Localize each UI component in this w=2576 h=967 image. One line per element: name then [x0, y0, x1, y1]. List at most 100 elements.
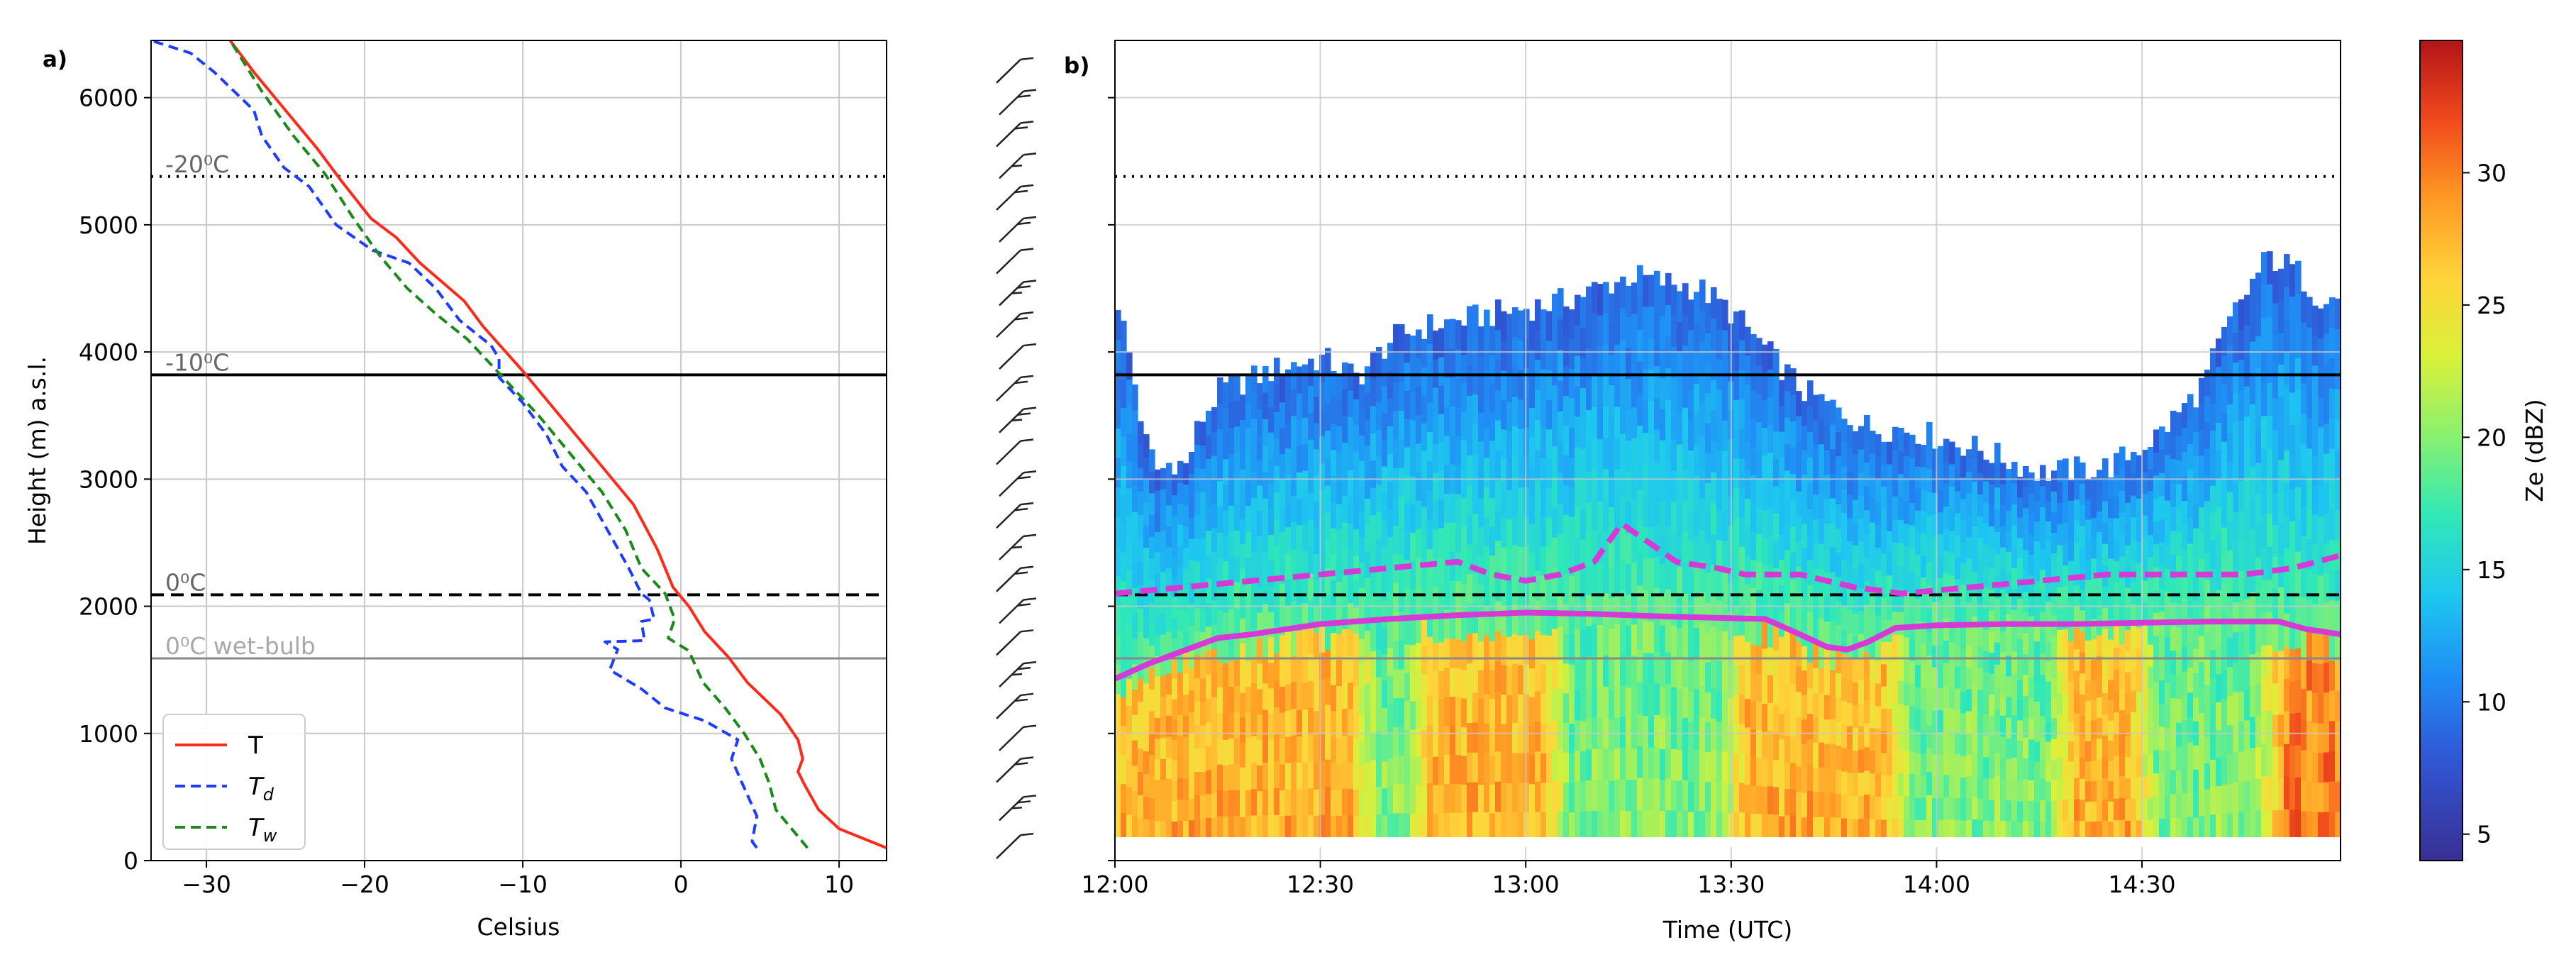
- heatmap-cell: [1297, 392, 1303, 420]
- heatmap-cell: [1455, 668, 1462, 697]
- heatmap-cell: [1274, 788, 1280, 815]
- heatmap-cell: [1688, 690, 1694, 722]
- heatmap-cell: [1671, 501, 1677, 533]
- heatmap-cell: [1938, 446, 1944, 469]
- heatmap-cell: [1433, 643, 1439, 672]
- heatmap-cell: [1841, 489, 1848, 514]
- heatmap-cell: [2023, 653, 2029, 675]
- heatmap-cell: [1694, 353, 1700, 385]
- heatmap-cell: [1262, 498, 1269, 525]
- heatmap-cell: [1955, 556, 1961, 580]
- heatmap-cell: [1245, 815, 1252, 842]
- heatmap-cell: [1314, 396, 1320, 424]
- heatmap-cell: [2080, 820, 2086, 842]
- heatmap-cell: [1427, 490, 1433, 520]
- heatmap-cell: [1699, 654, 1706, 686]
- heatmap-cell: [2261, 382, 2267, 416]
- heatmap-cell: [1183, 463, 1189, 485]
- heatmap-cell: [1506, 548, 1513, 578]
- heatmap-cell: [1376, 731, 1382, 760]
- heatmap-cell: [1506, 402, 1513, 432]
- heatmap-cell: [1773, 568, 1780, 596]
- heatmap-cell: [2091, 740, 2097, 761]
- heatmap-cell: [2045, 741, 2052, 762]
- heatmap-cell: [1960, 734, 1967, 756]
- heatmap-cell: [1245, 738, 1252, 765]
- heatmap-cell: [1472, 364, 1479, 395]
- heatmap-cell: [1370, 405, 1377, 433]
- heatmap-cell: [1938, 490, 1944, 513]
- heatmap-cell: [2227, 812, 2233, 842]
- heatmap-cell: [1977, 624, 1984, 647]
- heatmap-cell: [1648, 275, 1655, 307]
- heatmap-cell: [1325, 430, 1331, 458]
- heatmap-cell: [1881, 641, 1887, 665]
- heatmap-cell: [1427, 402, 1433, 432]
- heatmap-cell: [2153, 818, 2160, 842]
- heatmap-cell: [1257, 612, 1263, 639]
- heatmap-cell: [1637, 617, 1643, 650]
- heatmap-cell: [1138, 631, 1144, 656]
- heatmap-cell: [1501, 311, 1507, 341]
- heatmap-cell: [2272, 429, 2279, 462]
- heatmap-cell: [2125, 778, 2131, 800]
- heatmap-cell: [1881, 797, 1887, 820]
- heatmap-cell: [1444, 551, 1450, 581]
- heatmap-cell: [1495, 450, 1501, 481]
- heatmap-cell: [1909, 728, 1916, 752]
- heatmap-cell: [1592, 437, 1598, 469]
- heatmap-cell: [1478, 584, 1484, 614]
- heatmap-cell: [2295, 519, 2302, 552]
- heatmap-cell: [2159, 749, 2165, 773]
- heatmap-cell: [1887, 575, 1893, 598]
- heatmap-cell: [1461, 784, 1467, 814]
- heatmap-cell: [1348, 602, 1354, 630]
- heatmap-cell: [1325, 458, 1331, 486]
- heatmap-cell: [1858, 449, 1865, 473]
- heatmap-cell: [1421, 394, 1428, 424]
- heatmap-cell: [2324, 573, 2330, 604]
- heatmap-cell: [2306, 509, 2313, 540]
- heatmap-cell: [1495, 751, 1501, 782]
- heatmap-cell: [2114, 625, 2120, 648]
- heatmap-cell: [2028, 636, 2035, 658]
- heatmap-cell: [1637, 745, 1643, 778]
- heatmap-cell: [1580, 357, 1587, 389]
- heatmap-cell: [1353, 451, 1360, 477]
- heatmap-cell: [1194, 584, 1201, 609]
- x-tick-label: 0: [674, 871, 689, 898]
- heatmap-cell: [2210, 485, 2216, 514]
- heatmap-cell: [1779, 662, 1785, 688]
- heatmap-cell: [1506, 314, 1513, 344]
- heatmap-cell: [1376, 456, 1382, 485]
- heatmap-cell: [2091, 801, 2097, 822]
- heatmap-cell: [1234, 815, 1240, 842]
- heatmap-cell: [1614, 499, 1621, 531]
- heatmap-cell: [1989, 820, 1995, 842]
- heatmap-cell: [1705, 781, 1711, 812]
- heatmap-cell: [1206, 793, 1212, 818]
- heatmap-cell: [2119, 709, 2126, 733]
- heatmap-cell: [1228, 660, 1235, 687]
- heatmap-cell: [1297, 472, 1303, 499]
- heatmap-cell: [1779, 405, 1785, 432]
- heatmap-cell: [1211, 697, 1218, 722]
- heatmap-cell: [1245, 376, 1252, 403]
- heatmap-cell: [1887, 508, 1893, 531]
- heatmap-cell: [1699, 560, 1706, 592]
- melting-layer-bottom: [1115, 609, 2341, 682]
- heatmap-cell: [1194, 748, 1201, 772]
- heatmap-cell: [1569, 368, 1575, 399]
- heatmap-cell: [2318, 397, 2324, 428]
- heatmap-cell: [2091, 598, 2097, 619]
- heatmap-cell: [1359, 384, 1365, 411]
- heatmap-cell: [1314, 789, 1320, 816]
- heatmap-cell: [1711, 287, 1717, 319]
- heatmap-cell: [1643, 275, 1649, 307]
- heatmap-cell: [1671, 532, 1677, 564]
- heatmap-cell: [1796, 616, 1802, 642]
- heatmap-cell: [2119, 556, 2126, 579]
- heatmap-cell: [1603, 468, 1609, 500]
- heatmap-cell: [1660, 409, 1666, 441]
- heatmap-cell: [1194, 514, 1201, 538]
